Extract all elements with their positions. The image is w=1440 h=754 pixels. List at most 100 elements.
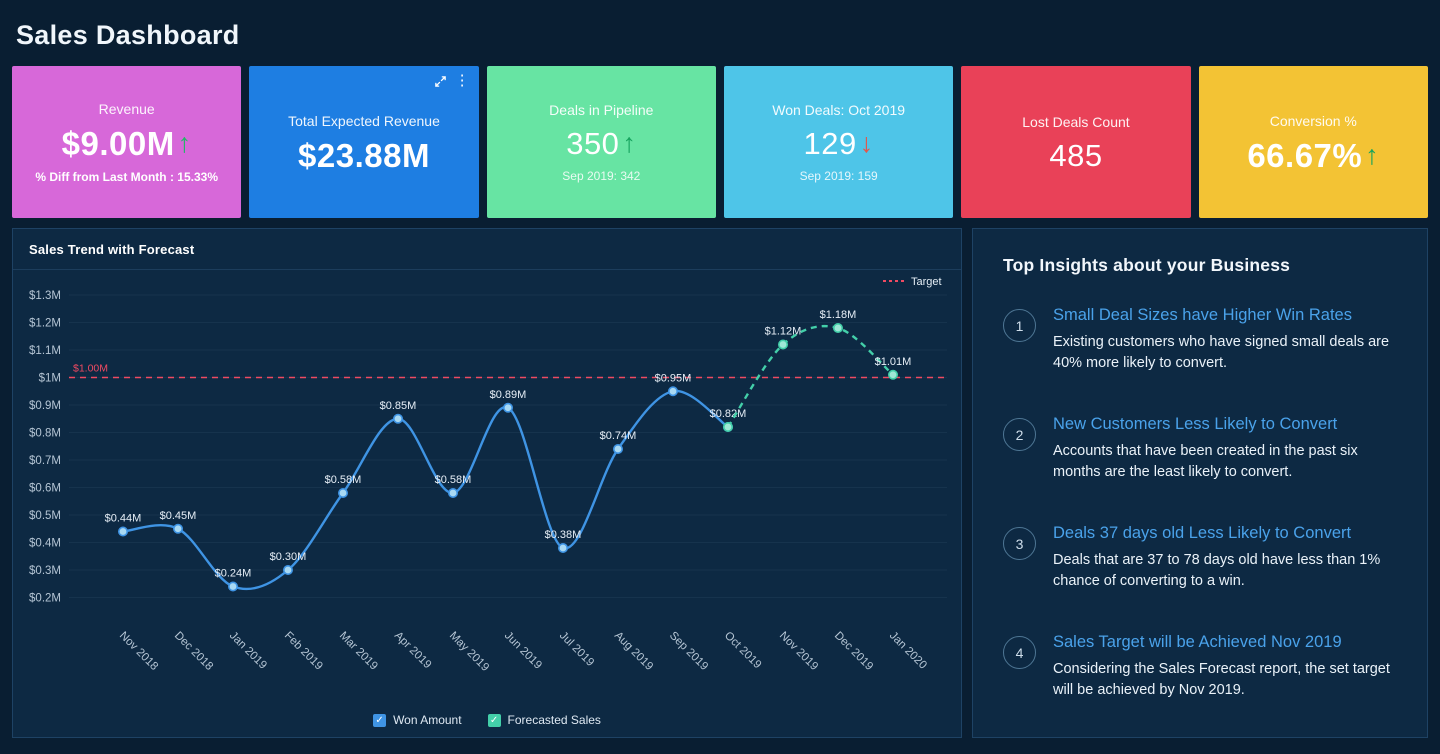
insight-title-link[interactable]: Small Deal Sizes have Higher Win Rates [1053, 306, 1352, 324]
legend-item-won-amount[interactable]: ✓ Won Amount [373, 713, 462, 727]
insight-content: Deals 37 days old Less Likely to Convert… [1053, 524, 1403, 591]
legend-item-forecasted-sales[interactable]: ✓ Forecasted Sales [487, 713, 601, 727]
y-tick-label: $0.4M [29, 538, 61, 550]
insight-title-link[interactable]: Sales Target will be Achieved Nov 2019 [1053, 633, 1342, 652]
data-point [502, 402, 513, 413]
x-tick-label: Aug 2019 [612, 630, 655, 673]
kpi-card-lost-deals-count[interactable]: Lost Deals Count 485 [961, 66, 1191, 218]
data-label: $0.30M [270, 551, 307, 563]
insight-title-link[interactable]: Deals 37 days old Less Likely to Convert [1053, 524, 1352, 543]
y-tick-label: $0.9M [29, 400, 61, 412]
kpi-subtext: Sep 2019: 342 [562, 168, 641, 183]
data-label: $0.74M [600, 430, 637, 442]
kpi-subtext: Sep 2019: 159 [799, 168, 878, 183]
kebab-menu-icon[interactable]: ⋮ [454, 72, 470, 89]
y-tick-label: $0.8M [29, 428, 61, 440]
kpi-value-text: 129 [803, 125, 857, 161]
data-label: $0.38M [545, 529, 582, 541]
series-line [122, 390, 729, 591]
kpi-value: $9.00M ↑ [62, 127, 192, 160]
y-tick-label: $0.3M [29, 565, 61, 577]
target-legend-label: Target [911, 276, 942, 288]
y-tick-label: $0.6M [29, 483, 61, 495]
kpi-card-revenue[interactable]: Revenue $9.00M ↑ % Diff from Last Month :… [12, 66, 242, 218]
sales-trend-chart[interactable]: $1.3M $1.2M $1.1M $1M $0.9M $0.8M $0.7M $0.6M $0… [13, 270, 961, 698]
data-point [832, 322, 843, 333]
y-tick-label: $0.7M [29, 455, 61, 467]
data-label: $0.24M [215, 568, 252, 580]
data-point [337, 488, 348, 499]
insight-item: 1 Small Deal Sizes have Higher Win Rates… [1003, 306, 1403, 373]
kpi-title: Deals in Pipeline [549, 101, 654, 118]
data-label: $1.18M [820, 309, 857, 321]
kpi-value-text: 66.67% [1247, 136, 1363, 174]
kpi-value-text: $23.88M [298, 136, 430, 174]
main-content: Sales Trend with Forecast $1.3M $1.2M $1.1… [12, 228, 1428, 738]
insight-number: 4 [1003, 636, 1036, 670]
data-label: $1.12M [765, 326, 802, 338]
legend-label: Forecasted Sales [507, 713, 601, 727]
insight-item: 4 Sales Target will be Achieved Nov 2019… [1003, 633, 1403, 700]
x-tick-label: Nov 2018 [117, 630, 160, 673]
y-tick-label: $0.5M [29, 510, 61, 522]
x-tick-label: Oct 2019 [722, 630, 763, 671]
insight-item: 2 New Customers Less Likely to Convert A… [1003, 415, 1403, 482]
x-tick-label: Jun 2019 [502, 630, 544, 672]
kpi-title: Conversion % [1269, 112, 1357, 129]
kpi-card-conversion[interactable]: Conversion % 66.67% ↑ [1198, 66, 1428, 218]
insight-number: 3 [1003, 527, 1036, 561]
insights-panel: Top Insights about your Business 1 Small… [972, 228, 1428, 738]
card-toolbar: ⋮ [434, 72, 470, 89]
kpi-card-total-expected-revenue[interactable]: ⋮ Total Expected Revenue $23.88M [249, 66, 479, 218]
page-title: Sales Dashboard [16, 20, 240, 50]
kpi-title: Total Expected Revenue [288, 112, 440, 129]
data-point [722, 422, 733, 433]
kpi-card-deals-in-pipeline[interactable]: Deals in Pipeline 350 ↑ Sep 2019: 342 [486, 66, 716, 218]
x-tick-label: May 2019 [447, 630, 491, 674]
x-tick-label: Apr 2019 [392, 630, 433, 671]
insight-body: Existing customers who have signed small… [1053, 334, 1390, 371]
series-line [727, 324, 894, 428]
insight-title-link[interactable]: New Customers Less Likely to Convert [1053, 415, 1338, 434]
data-label: $0.85M [380, 400, 417, 412]
kpi-card-won-deals[interactable]: Won Deals: Oct 2019 129 ↓ Sep 2019: 159 [723, 66, 954, 218]
kpi-value-text: 485 [1049, 137, 1103, 173]
insight-content: New Customers Less Likely to Convert Acc… [1053, 415, 1403, 482]
kpi-card-row: Revenue $9.00M ↑ % Diff from Last Month :… [12, 66, 1428, 218]
x-tick-label: Sep 2019 [667, 630, 710, 673]
data-point [887, 369, 898, 380]
data-label: $0.89M [490, 389, 527, 401]
kpi-title: Lost Deals Count [1022, 113, 1130, 130]
kpi-value: 66.67% ↑ [1247, 139, 1379, 172]
data-label: $0.58M [325, 474, 362, 486]
data-label: $0.45M [160, 510, 197, 522]
chart-header: Sales Trend with Forecast [13, 229, 961, 270]
data-point [557, 542, 568, 553]
kpi-subtext: % Diff from Last Month : 15.33% [35, 169, 218, 184]
dashboard-header: Sales Dashboard [0, 0, 1440, 66]
data-label: $0.58M [435, 474, 472, 486]
legend-checkbox-icon[interactable]: ✓ [487, 713, 501, 727]
data-point [118, 526, 129, 537]
y-tick-label: $1M [39, 373, 61, 385]
insights-title: Top Insights about your Business [1003, 255, 1291, 275]
y-tick-label: $0.2M [29, 593, 61, 605]
chart-legend: ✓ Won Amount ✓ Forecasted Sales [13, 705, 961, 737]
insight-body: Considering the Sales Forecast report, t… [1053, 661, 1390, 699]
kpi-value: 485 [1049, 140, 1102, 171]
data-point [612, 444, 623, 455]
data-point [667, 386, 678, 397]
chart-title: Sales Trend with Forecast [29, 242, 195, 257]
data-label: $1.01M [875, 356, 912, 368]
insight-content: Small Deal Sizes have Higher Win Rates E… [1053, 306, 1403, 373]
kpi-value-text: 350 [566, 125, 620, 161]
x-tick-label: Nov 2019 [777, 630, 820, 673]
legend-checkbox-icon[interactable]: ✓ [373, 713, 387, 727]
sales-trend-panel: Sales Trend with Forecast $1.3M $1.2M $1.1… [12, 228, 962, 738]
x-tick-label: Jan 2020 [887, 630, 929, 672]
expand-icon[interactable] [434, 75, 447, 88]
insight-number: 2 [1003, 418, 1036, 452]
chart-body: $1.3M $1.2M $1.1M $1M $0.9M $0.8M $0.7M $0.6M $0… [13, 270, 961, 705]
trend-up-icon: ↑ [1365, 139, 1380, 170]
y-tick-label: $1.3M [29, 290, 61, 302]
